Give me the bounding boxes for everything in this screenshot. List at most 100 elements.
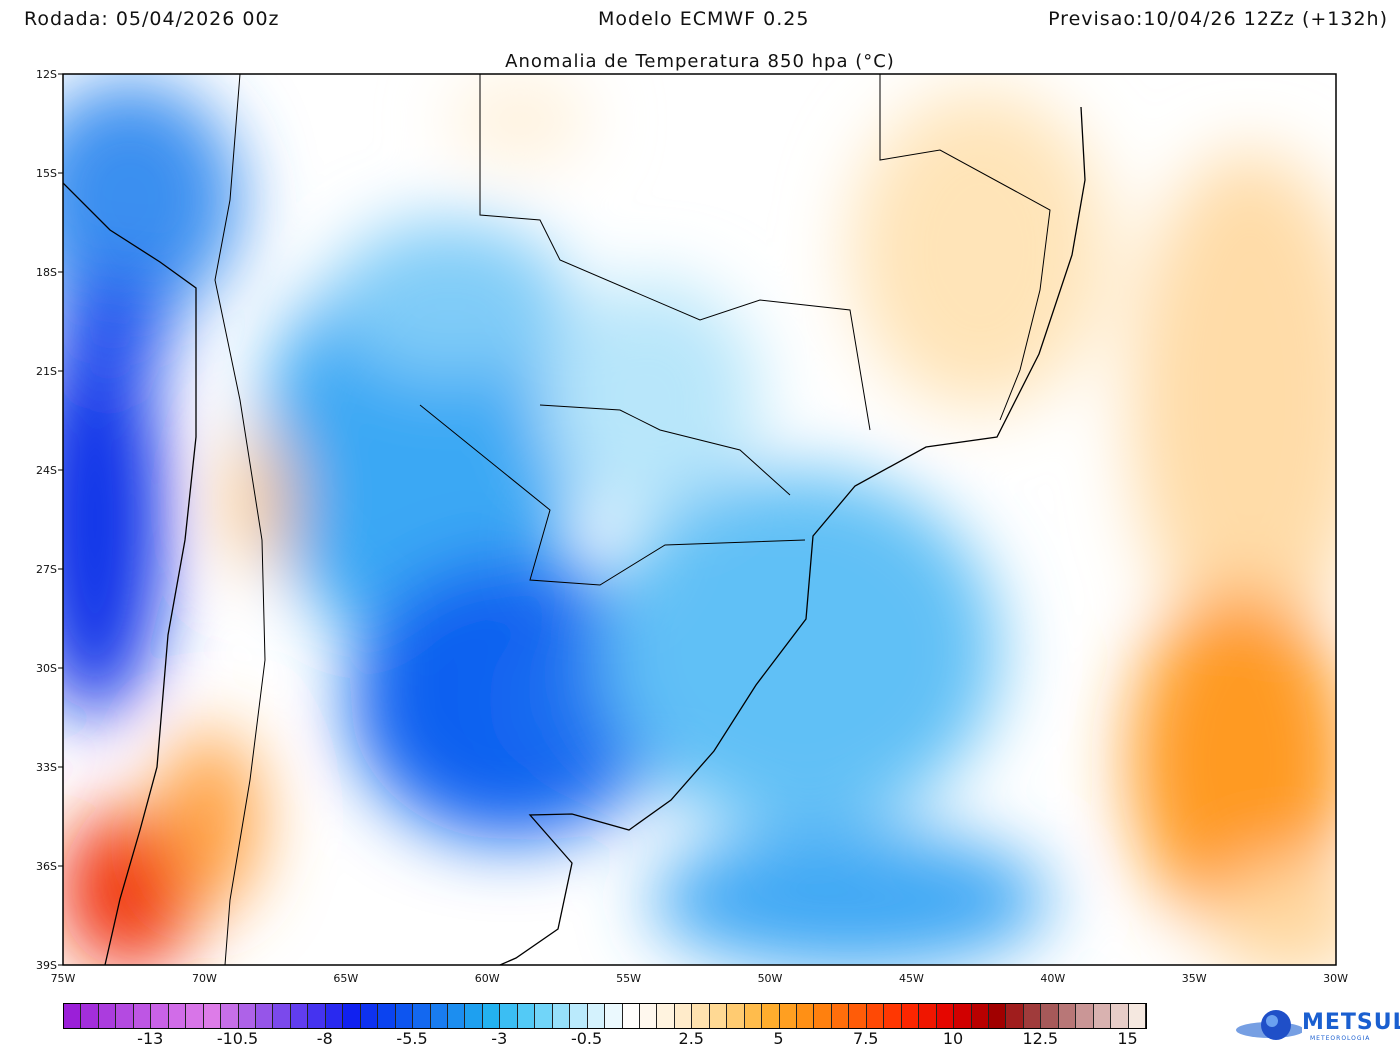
colorbar-swatch bbox=[954, 1004, 972, 1028]
colorbar-swatch bbox=[831, 1004, 850, 1028]
colorbar-swatch bbox=[1111, 1004, 1129, 1028]
colorbar-swatch bbox=[989, 1004, 1007, 1028]
colorbar-swatch bbox=[1093, 1004, 1112, 1028]
longitude-ticks: 75W 70W 65W 60W 55W 50W 45W 40W 35W 30W bbox=[51, 972, 1349, 985]
colorbar-swatch bbox=[98, 1004, 117, 1028]
colorbar-swatch bbox=[674, 1004, 693, 1028]
colorbar-swatch bbox=[919, 1004, 937, 1028]
colorbar-swatch bbox=[238, 1004, 256, 1028]
lat-tick-label: 15S bbox=[36, 167, 57, 180]
colorbar-swatch bbox=[779, 1004, 798, 1028]
lon-tick-label: 30W bbox=[1323, 972, 1348, 985]
lon-tick-label: 75W bbox=[51, 972, 76, 985]
colorbar-label: -5.5 bbox=[396, 1029, 428, 1048]
colorbar-swatch bbox=[273, 1004, 291, 1028]
colorbar-swatch bbox=[901, 1004, 920, 1028]
logo-name: METSUL bbox=[1302, 1010, 1400, 1035]
lat-tick-label: 33S bbox=[36, 761, 57, 774]
colorbar-swatch bbox=[430, 1004, 448, 1028]
plot-frame bbox=[62, 73, 1337, 966]
lat-tick-label: 18S bbox=[36, 266, 57, 279]
lon-tick-label: 55W bbox=[616, 972, 641, 985]
colorbar-swatch bbox=[81, 1004, 99, 1028]
colorbar-swatch bbox=[395, 1004, 414, 1028]
colorbar-swatch bbox=[587, 1004, 606, 1028]
colorbar-swatch bbox=[517, 1004, 536, 1028]
colorbar-swatch bbox=[1076, 1004, 1094, 1028]
lon-tick-label: 65W bbox=[333, 972, 358, 985]
colorbar-swatch bbox=[360, 1004, 379, 1028]
colorbar-swatch bbox=[465, 1004, 483, 1028]
colorbar-swatch bbox=[413, 1004, 431, 1028]
anomaly-field bbox=[63, 74, 1336, 965]
lat-tick-label: 12S bbox=[36, 68, 57, 81]
colorbar bbox=[63, 1003, 1147, 1029]
colorbar-swatch bbox=[500, 1004, 518, 1028]
colorbar-label: 10 bbox=[942, 1029, 964, 1048]
colorbar-swatch bbox=[378, 1004, 396, 1028]
lon-tick-label: 60W bbox=[475, 972, 500, 985]
colorbar-swatch bbox=[1128, 1004, 1147, 1028]
lat-tick-label: 24S bbox=[36, 464, 57, 477]
lat-tick-label: 36S bbox=[36, 860, 57, 873]
colorbar-swatch bbox=[308, 1004, 326, 1028]
colorbar-label: 12.5 bbox=[1022, 1029, 1059, 1048]
lat-tick-label: 27S bbox=[36, 563, 57, 576]
model-name: Modelo ECMWF 0.25 bbox=[598, 8, 810, 30]
map-title: Anomalia de Temperatura 850 hpa (°C) bbox=[505, 51, 895, 72]
colorbar-swatch bbox=[325, 1004, 344, 1028]
colorbar-swatch bbox=[622, 1004, 640, 1028]
colorbar-swatch bbox=[639, 1004, 658, 1028]
colorbar-swatch bbox=[255, 1004, 274, 1028]
colorbar-label: 5 bbox=[773, 1029, 784, 1048]
colorbar-label: 7.5 bbox=[853, 1029, 879, 1048]
colorbar-swatch bbox=[971, 1004, 990, 1028]
colorbar-swatch bbox=[133, 1004, 152, 1028]
colorbar-swatch bbox=[168, 1004, 187, 1028]
lat-tick-label: 30S bbox=[36, 662, 57, 675]
colorbar-swatch bbox=[744, 1004, 763, 1028]
colorbar-label: -3 bbox=[491, 1029, 508, 1048]
colorbar-swatch bbox=[866, 1004, 885, 1028]
coastline bbox=[63, 74, 1086, 965]
colorbar-swatch bbox=[884, 1004, 902, 1028]
colorbar-label: -10.5 bbox=[216, 1029, 259, 1048]
anomaly-map: 12S 15S 18S 21S 24S 27S 30S 33S 36S 39S 75W 70W 65W… bbox=[36, 68, 1349, 985]
colorbar-swatch bbox=[797, 1004, 815, 1028]
colorbar-swatch bbox=[1023, 1004, 1042, 1028]
lon-tick-label: 40W bbox=[1040, 972, 1065, 985]
globe-icon bbox=[1236, 1010, 1304, 1040]
colorbar-swatch bbox=[116, 1004, 134, 1028]
colorbar-swatch bbox=[849, 1004, 867, 1028]
colorbar-swatch bbox=[570, 1004, 588, 1028]
colorbar-label: 2.5 bbox=[678, 1029, 704, 1048]
colorbar-swatch bbox=[1041, 1004, 1059, 1028]
lon-tick-label: 45W bbox=[899, 972, 924, 985]
lat-tick-label: 21S bbox=[36, 365, 57, 378]
colorbar-swatch bbox=[1006, 1004, 1024, 1028]
metsul-logo: METSUL METEOROLOGIA bbox=[1232, 1008, 1400, 1048]
colorbar-label: 15 bbox=[1117, 1029, 1138, 1048]
colorbar-swatch bbox=[605, 1004, 623, 1028]
colorbar-swatch bbox=[727, 1004, 745, 1028]
colorbar-swatch bbox=[203, 1004, 222, 1028]
colorbar-swatch bbox=[692, 1004, 710, 1028]
run-date: Rodada: 05/04/2026 00z bbox=[24, 8, 280, 30]
colorbar-swatch bbox=[221, 1004, 239, 1028]
colorbar-swatch bbox=[552, 1004, 571, 1028]
lat-tick-label: 39S bbox=[36, 959, 57, 972]
lon-tick-label: 70W bbox=[192, 972, 217, 985]
colorbar-swatch bbox=[151, 1004, 169, 1028]
forecast-time: Previsao:10/04/26 12Zz (+132h) bbox=[1048, 8, 1388, 30]
colorbar-swatch bbox=[447, 1004, 466, 1028]
lon-tick-label: 50W bbox=[758, 972, 783, 985]
colorbar-swatch bbox=[290, 1004, 309, 1028]
colorbar-swatch bbox=[1058, 1004, 1077, 1028]
colorbar-swatch bbox=[535, 1004, 553, 1028]
colorbar-label: -0.5 bbox=[570, 1029, 603, 1048]
latitude-ticks: 12S 15S 18S 21S 24S 27S 30S 33S 36S 39S bbox=[36, 68, 63, 972]
colorbar-swatch bbox=[709, 1004, 728, 1028]
colorbar-label: -13 bbox=[137, 1029, 164, 1048]
colorbar-swatch bbox=[814, 1004, 832, 1028]
colorbar-swatch bbox=[64, 1004, 82, 1028]
